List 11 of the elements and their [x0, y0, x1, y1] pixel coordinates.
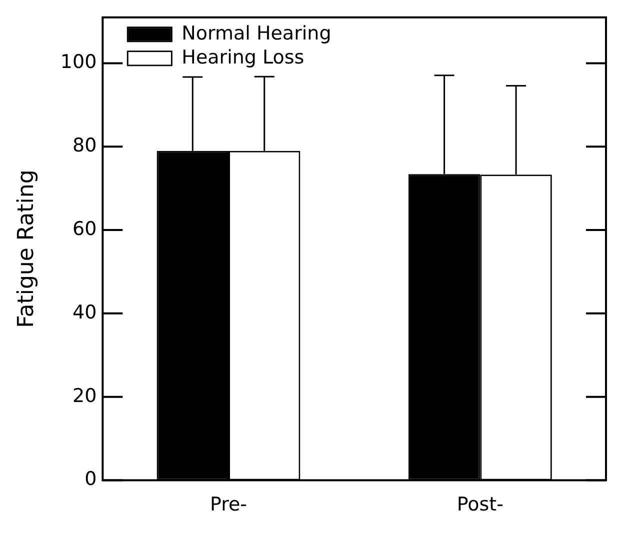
y-tick-label: 40	[72, 301, 97, 324]
y-tick-label: 80	[72, 134, 97, 157]
x-tick-label: Pre-	[210, 494, 248, 516]
y-tick-label: 60	[72, 218, 97, 240]
x-tick-label: Post-	[456, 494, 504, 516]
y-axis-title: Fatigue Rating	[14, 170, 39, 328]
legend-label: Normal Hearing	[182, 22, 332, 44]
legend-label: Hearing Loss	[182, 46, 304, 68]
y-tick-label: 0	[84, 468, 97, 490]
y-tick-label: 20	[72, 384, 97, 407]
y-tick-label: 100	[60, 51, 97, 74]
